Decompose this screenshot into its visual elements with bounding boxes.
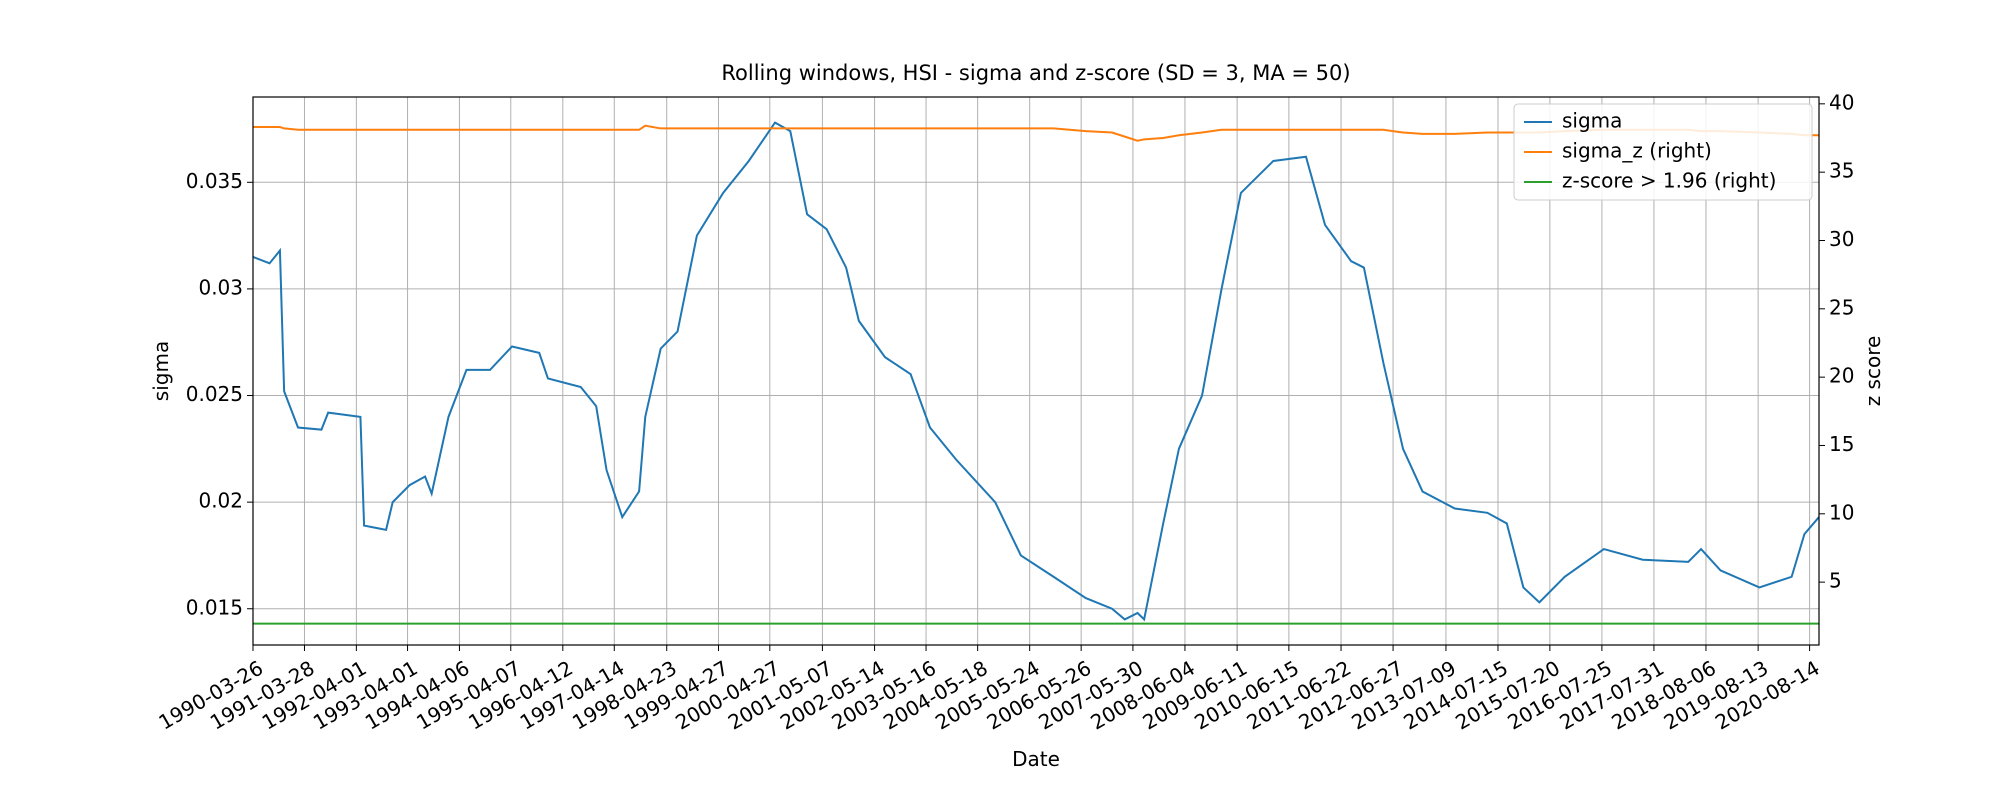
legend-label: sigma bbox=[1562, 109, 1622, 133]
legend-label: z-score > 1.96 (right) bbox=[1562, 169, 1776, 193]
y2-tick-label: 15 bbox=[1829, 432, 1854, 456]
y2-tick-label: 35 bbox=[1829, 159, 1854, 183]
y2-tick-label: 10 bbox=[1829, 500, 1854, 524]
y2-tick-label: 30 bbox=[1829, 227, 1854, 251]
series-line bbox=[252, 121, 1820, 622]
y-tick-label: 0.03 bbox=[198, 275, 243, 299]
y2-tick-label: 20 bbox=[1829, 364, 1854, 388]
y2-tick-label: 40 bbox=[1829, 90, 1854, 114]
chart-title: Rolling windows, HSI - sigma and z-score… bbox=[721, 61, 1350, 85]
x-axis-label: Date bbox=[1012, 747, 1060, 771]
y2-tick-label: 25 bbox=[1829, 295, 1854, 319]
plot-frame bbox=[252, 96, 1820, 646]
y-tick-label: 0.015 bbox=[186, 595, 243, 619]
y2-axis-label: z score bbox=[1861, 336, 1885, 407]
legend-label: sigma_z (right) bbox=[1562, 139, 1712, 163]
y-tick-label: 0.025 bbox=[186, 382, 243, 406]
series-line bbox=[253, 124, 1819, 142]
y2-tick-label: 5 bbox=[1829, 569, 1842, 593]
legend-box bbox=[1513, 103, 1813, 201]
y-axis-label: sigma bbox=[149, 341, 173, 401]
y-tick-label: 0.035 bbox=[186, 169, 243, 193]
y-tick-label: 0.02 bbox=[198, 489, 243, 513]
